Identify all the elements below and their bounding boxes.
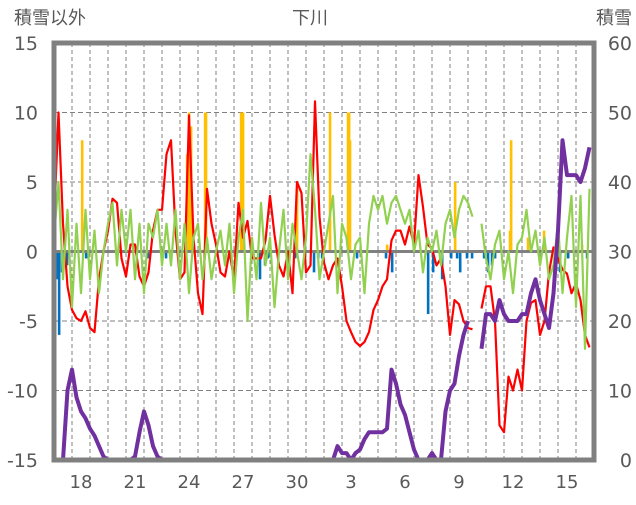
left-tick-label: 5 — [26, 172, 38, 194]
right-tick-label: 50 — [608, 103, 632, 125]
blue-bar — [449, 251, 453, 259]
x-tick-label: 9 — [453, 472, 464, 493]
blue-bar — [426, 251, 430, 315]
blue-bar — [458, 251, 462, 273]
bar-series — [55, 112, 589, 335]
blue-bar — [55, 251, 59, 280]
right-tick-label: 20 — [608, 311, 632, 333]
x-tick-label: 18 — [70, 472, 93, 493]
blue-bar — [455, 251, 459, 259]
left-tick-label: -15 — [7, 450, 38, 472]
x-tick-label: 3 — [345, 472, 356, 493]
blue-bar — [164, 251, 168, 259]
right-tick-label: 40 — [608, 172, 632, 194]
blue-bar — [355, 251, 359, 259]
blue-bar — [482, 251, 486, 259]
orange-bar — [453, 182, 457, 252]
orange-bar — [328, 112, 332, 252]
left-axis-title: 積雪以外 — [14, 8, 86, 29]
left-tick-label: -10 — [7, 381, 38, 403]
blue-bar — [390, 251, 394, 273]
orange-bar — [348, 140, 352, 252]
right-tick-label: 30 — [608, 242, 632, 264]
plot-frame — [51, 40, 597, 463]
blue-bar — [493, 251, 497, 259]
blue-bar — [431, 251, 435, 273]
blue-bar — [320, 251, 324, 259]
line-series — [52, 100, 592, 462]
blue-bar — [65, 251, 69, 266]
blue-bar — [470, 251, 474, 259]
orange-bar — [509, 140, 513, 252]
x-tick-label: 21 — [124, 472, 147, 493]
right-tick-label: 10 — [608, 381, 632, 403]
right-tick-label: 60 — [608, 33, 632, 55]
left-tick-label: 0 — [26, 242, 38, 264]
right-axis-title: 積雪 — [596, 8, 632, 29]
blue-bar — [384, 251, 388, 259]
x-tick-label: 24 — [178, 472, 201, 493]
x-tick-label: 6 — [399, 472, 410, 493]
green-series-line — [52, 153, 591, 350]
orange-bar — [385, 244, 389, 252]
right-tick-label: 0 — [620, 450, 632, 472]
blue-bar — [312, 251, 316, 273]
blue-bar — [146, 251, 150, 259]
x-tick-label: 15 — [556, 472, 579, 493]
blue-bar — [566, 251, 570, 259]
x-tick-label: 30 — [286, 472, 309, 493]
left-tick-label: 10 — [14, 103, 38, 125]
blue-bar — [490, 251, 494, 266]
blue-bar — [57, 251, 61, 335]
chart-title: 下川 — [292, 8, 328, 29]
blue-bar — [486, 251, 490, 273]
orange-bar — [526, 237, 530, 252]
left-tick-label: -5 — [19, 311, 38, 333]
x-tick-label: 12 — [502, 472, 525, 493]
orange-bar — [187, 112, 191, 252]
blue-bar — [465, 251, 469, 259]
blue-bar — [258, 251, 262, 280]
purple-series-line — [54, 138, 592, 462]
blue-bar — [84, 251, 88, 259]
orange-bar — [80, 140, 84, 252]
left-tick-label: 15 — [14, 33, 38, 55]
orange-bar — [241, 112, 245, 252]
orange-bar — [204, 112, 208, 252]
orange-bar — [295, 188, 299, 252]
x-tick-label: 27 — [232, 472, 255, 493]
